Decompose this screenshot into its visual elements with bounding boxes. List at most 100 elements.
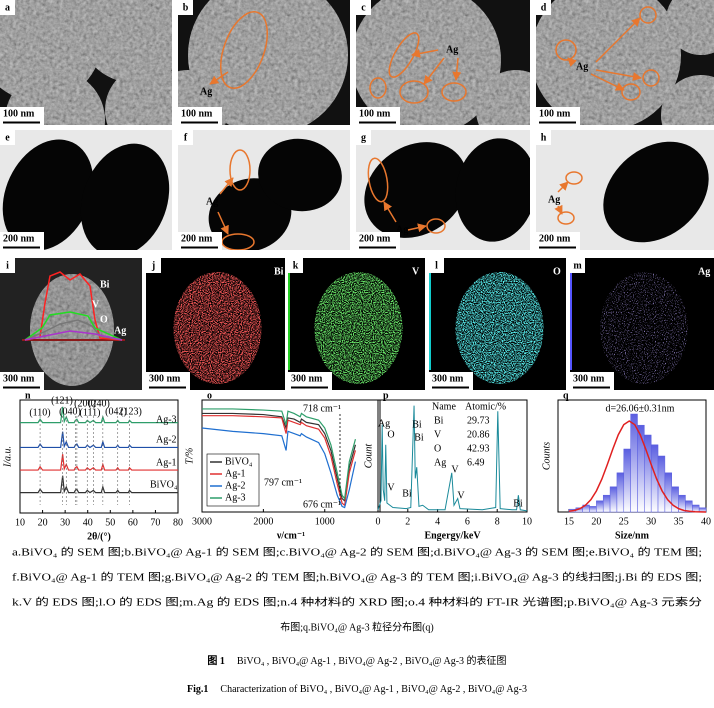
histogram-bar bbox=[589, 506, 597, 513]
x-tick-label: 0 bbox=[376, 516, 381, 527]
tem-particle bbox=[364, 142, 468, 238]
annotation: 797 cm⁻¹ bbox=[264, 477, 302, 488]
x-tick-label: 60 bbox=[128, 517, 138, 528]
legend-label: Ag-2 bbox=[225, 480, 246, 491]
x-tick-label: 1000 bbox=[315, 516, 335, 527]
label-box bbox=[570, 258, 585, 273]
tem-particle bbox=[2, 139, 94, 250]
table-cell: 42.93 bbox=[467, 443, 490, 454]
y-axis-label: I/a.u. bbox=[2, 446, 13, 468]
highlight-ring bbox=[220, 11, 268, 89]
scale-bar-label: 200 nm bbox=[3, 233, 35, 244]
y-axis-label: T/% bbox=[184, 448, 195, 465]
panel: Ag d 100 nm bbox=[536, 0, 714, 125]
plot-frame bbox=[19, 399, 179, 514]
label-box bbox=[146, 258, 161, 273]
label-box bbox=[0, 130, 15, 145]
highlight-ring bbox=[621, 83, 641, 101]
histogram-bar bbox=[602, 494, 611, 513]
table-cell: 6.49 bbox=[467, 457, 485, 468]
panel-label: f bbox=[184, 132, 188, 143]
peak-label: Bi bbox=[402, 488, 412, 499]
scale-box bbox=[0, 232, 44, 250]
legend-label: BiVO₄ bbox=[225, 456, 253, 467]
chart-label: q bbox=[563, 390, 569, 401]
panel: Ag g 200 nm bbox=[356, 130, 530, 250]
peak-label: V bbox=[457, 490, 465, 501]
tem-particle bbox=[455, 138, 530, 242]
x-tick-label: 8 bbox=[495, 516, 500, 527]
annotation: Ag bbox=[200, 86, 212, 97]
x-tick-label: 6 bbox=[465, 516, 470, 527]
annotation: 718 cm⁻¹ bbox=[303, 403, 341, 414]
scale-box bbox=[536, 107, 580, 125]
sem-particle bbox=[356, 0, 501, 125]
panel: e 200 nm bbox=[0, 130, 172, 250]
sem-particle bbox=[476, 70, 530, 125]
peak-label: V bbox=[451, 464, 459, 475]
x-tick-label: 30 bbox=[646, 516, 656, 527]
tem-particle bbox=[80, 143, 170, 250]
peak-label: Bi bbox=[412, 419, 422, 430]
scale-bar-label: 100 nm bbox=[181, 108, 213, 119]
series-line bbox=[202, 415, 357, 507]
panel-label: i bbox=[6, 260, 9, 271]
x-tick-label: 30 bbox=[60, 517, 70, 528]
pointer-arrow bbox=[217, 211, 229, 235]
annotation: (200) bbox=[74, 398, 96, 409]
annotation: O bbox=[553, 266, 561, 277]
annotation: Ag bbox=[576, 61, 588, 72]
x-tick-label: 3000 bbox=[192, 516, 212, 527]
scale-bar-label: 200 nm bbox=[359, 233, 391, 244]
scale-box bbox=[146, 372, 190, 390]
pointer-arrow bbox=[411, 49, 439, 58]
pointer-arrow bbox=[590, 73, 625, 91]
highlight-ring bbox=[399, 80, 429, 104]
scale-bar-label: 200 nm bbox=[539, 233, 571, 244]
pointer-arrow bbox=[219, 177, 234, 195]
sem-particle bbox=[666, 0, 714, 55]
highlight-ring bbox=[441, 82, 467, 102]
sem-particle bbox=[536, 0, 681, 125]
scale-bar-label: 100 nm bbox=[539, 108, 571, 119]
series-label: Ag-3 bbox=[156, 414, 177, 425]
x-tick-label: 40 bbox=[83, 517, 93, 528]
annotation: Bi bbox=[100, 279, 110, 290]
element-map bbox=[314, 272, 403, 384]
x-tick-label: 15 bbox=[564, 516, 574, 527]
x-tick-label: 20 bbox=[38, 517, 48, 528]
series-line bbox=[202, 412, 357, 502]
panel: Ag f 200 nm bbox=[178, 130, 350, 250]
x-tick-label: 10 bbox=[15, 517, 25, 528]
label-box bbox=[178, 0, 193, 15]
scale-box bbox=[0, 107, 44, 125]
scale-box bbox=[429, 372, 473, 390]
highlight-ring bbox=[426, 218, 446, 234]
x-tick-label: 70 bbox=[150, 517, 160, 528]
highlight-ring bbox=[565, 171, 583, 185]
panel-label: h bbox=[541, 132, 547, 143]
sem-particle bbox=[77, 0, 172, 83]
label-box bbox=[356, 0, 371, 15]
highlight-ring bbox=[639, 6, 657, 24]
pointer-arrow bbox=[567, 57, 577, 67]
figure-number: Fig.1 bbox=[187, 684, 208, 695]
scale-box bbox=[570, 372, 614, 390]
annotation: (042) bbox=[105, 406, 127, 417]
panel: BiVO Ag i 300 nm bbox=[0, 258, 142, 390]
plot-frame bbox=[201, 399, 381, 513]
panel: Ag b 100 nm bbox=[178, 0, 350, 125]
scan-profile bbox=[24, 271, 123, 341]
series-label: BiVO₄ bbox=[150, 479, 178, 490]
sem-particle bbox=[661, 75, 714, 125]
figure-number: 图 1 bbox=[207, 655, 225, 667]
series-line bbox=[20, 431, 178, 449]
annotation: (123) bbox=[120, 406, 142, 417]
x-axis-label: Engergy/keV bbox=[424, 530, 481, 541]
panel-label: e bbox=[5, 132, 10, 143]
title-text: BiVO₄ , BiVO₄@ Ag-1 , BiVO₄@ Ag-2 , BiVO… bbox=[237, 654, 507, 667]
series-label: Ag-1 bbox=[156, 457, 177, 468]
panel-label: m bbox=[573, 260, 582, 271]
table-cell: V bbox=[434, 429, 442, 440]
